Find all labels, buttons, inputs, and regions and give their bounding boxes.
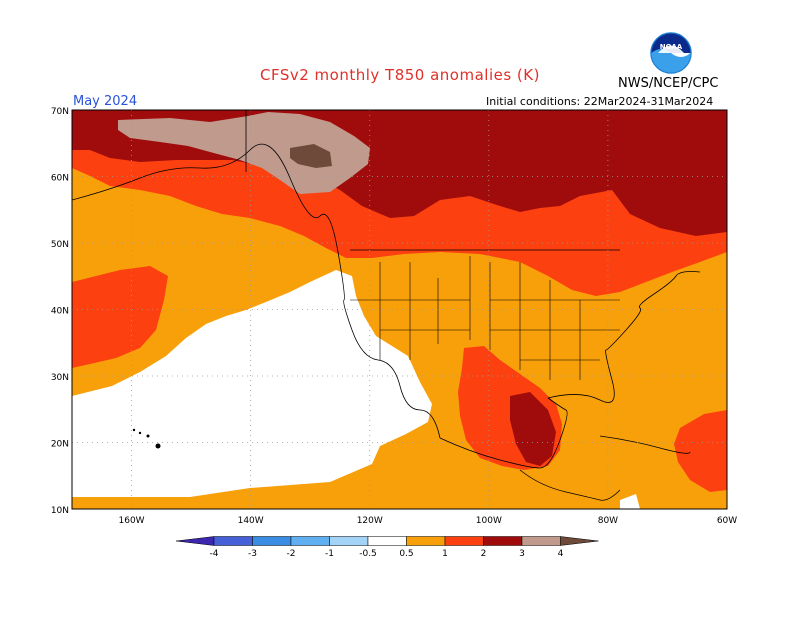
legend-swatch: [252, 536, 292, 546]
anomaly-region-darkred-mexico: [510, 392, 556, 466]
latitude-labels: 70N 60N 50N 40N 30N 20N 10N: [51, 107, 69, 516]
forecast-month: May 2024: [73, 94, 138, 109]
legend-label: 1: [442, 549, 448, 559]
legend-swatch: [560, 536, 599, 546]
legend-label: -2: [287, 549, 296, 559]
longitude-labels: 160W 140W 120W 100W 80W 60W: [119, 516, 738, 526]
anomaly-region-red-atlantic: [674, 410, 727, 492]
latitude-label: 20N: [51, 440, 69, 450]
latitude-label: 30N: [51, 373, 69, 383]
legend-label: -1: [325, 549, 334, 559]
initial-conditions: Initial conditions: 22Mar2024-31Mar2024: [486, 95, 714, 108]
svg-text:NOAA: NOAA: [660, 43, 683, 51]
longitude-label: 160W: [119, 516, 145, 526]
anomaly-region-white-patch: [620, 494, 640, 509]
chart-title: CFSv2 monthly T850 anomalies (K): [260, 66, 540, 84]
noaa-logo: NOAA: [650, 32, 692, 74]
anomaly-region-brown: [290, 144, 332, 168]
legend-label: 0.5: [399, 549, 413, 559]
state-borders: [350, 256, 620, 380]
legend-swatch: [290, 536, 330, 546]
legend-swatch: [406, 536, 446, 546]
hawaii-islands: [132, 428, 161, 449]
legend-label: 3: [519, 549, 525, 559]
longitude-label: 100W: [476, 516, 502, 526]
longitude-label: 140W: [238, 516, 264, 526]
legend-swatch: [483, 536, 523, 546]
anomaly-field: [72, 110, 727, 509]
grid-lines: [72, 110, 727, 509]
legend-swatch: [175, 536, 215, 546]
legend-label: -3: [248, 549, 257, 559]
latitude-label: 50N: [51, 240, 69, 250]
legend-label: -4: [210, 549, 219, 559]
anomaly-region-red-pacific: [72, 266, 168, 368]
latitude-label: 60N: [51, 174, 69, 184]
legend-swatch: [444, 536, 484, 546]
legend-swatch: [367, 536, 407, 546]
longitude-label: 80W: [598, 516, 618, 526]
longitude-label: 120W: [357, 516, 383, 526]
legend-label: 2: [481, 549, 487, 559]
latitude-label: 10N: [51, 506, 69, 516]
legend-label: -0.5: [359, 549, 377, 559]
legend-swatch: [213, 536, 253, 546]
longitude-label: 60W: [717, 516, 737, 526]
anomaly-region-tan: [118, 112, 370, 194]
legend-swatch: [329, 536, 369, 546]
latitude-label: 70N: [51, 107, 69, 117]
legend-label: 4: [558, 549, 564, 559]
coastlines: [72, 110, 701, 501]
legend-swatch: [521, 536, 561, 546]
latitude-label: 40N: [51, 307, 69, 317]
map-frame: [71, 109, 728, 510]
organization-label: NWS/NCEP/CPC: [618, 76, 719, 91]
